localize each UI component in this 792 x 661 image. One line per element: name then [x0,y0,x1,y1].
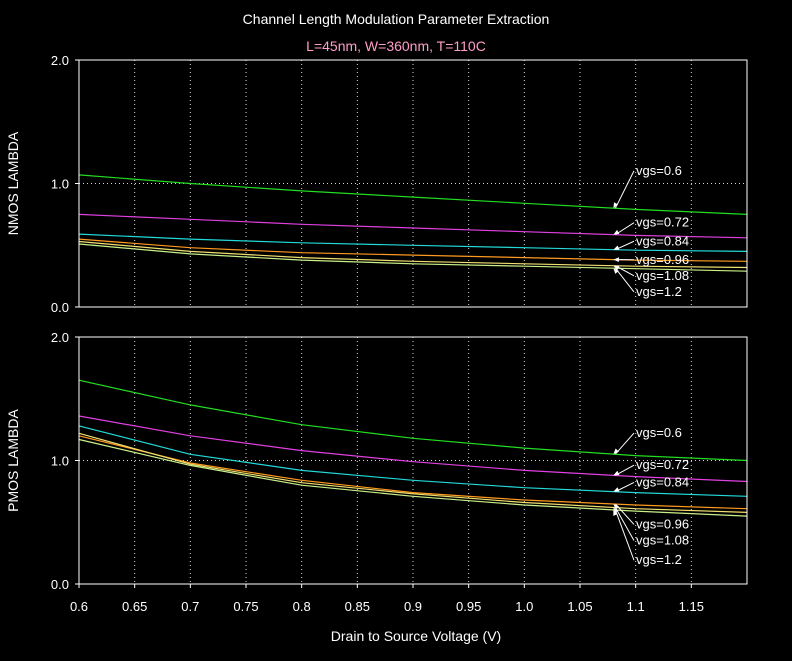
annotation-label: vgs=0.6 [636,425,682,440]
annotation-arrowhead [613,229,620,235]
annotation-arrowhead [613,257,619,262]
series-line-vgs-0-84 [78,233,748,252]
series-line-vgs-1-08 [78,432,748,513]
y-tick-label: 0.0 [51,577,69,592]
annotation-label: vgs=0.84 [636,233,689,248]
panel-nmos: 0.0 1.0 2.0 NMOS LAMBDA vgs=0.6 vgs=0.72 vgs=0… [5,53,748,315]
series-line-vgs-0-84 [78,425,748,497]
y-tick-label: 1.0 [51,454,69,469]
series-line-vgs-0-72 [78,415,748,483]
x-tick-label: 1.0 [515,599,533,614]
annotation-label: vgs=1.08 [636,532,689,547]
x-tick-label: 0.9 [404,599,422,614]
x-tick-label: 0.75 [233,599,258,614]
x-tick-label: 0.7 [181,599,199,614]
x-tick-label: 1.05 [567,599,592,614]
y-axis-label: NMOS LAMBDA [5,131,21,235]
annotation-arrowhead [613,509,618,516]
y-tick-label: 2.0 [51,330,69,345]
annotation-arrowhead [613,268,619,274]
annotation-label: vgs=0.6 [636,163,682,178]
series-line-vgs-0-72 [78,213,748,239]
series-line-vgs-0-6 [78,379,748,462]
chart-subtitle: L=45nm, W=360nm, T=110C [306,38,486,54]
x-axis-label: Drain to Source Voltage (V) [331,628,501,644]
y-tick-label: 1.0 [51,177,69,192]
x-tick-label: 1.15 [679,599,704,614]
series-line-vgs-0-96 [78,435,748,510]
annotation-label: vgs=0.72 [636,215,689,230]
annotation-arrowhead [613,202,619,209]
annotation-label: vgs=1.2 [636,284,682,299]
annotation-arrowhead [613,503,619,510]
annotation-arrow [615,503,635,525]
x-tick-label: 0.65 [122,599,147,614]
x-tick-label: 0.6 [70,599,88,614]
x-tick-label: 0.85 [345,599,370,614]
series-line-vgs-0-96 [78,238,748,262]
series-line-vgs-0-6 [78,174,748,215]
annotation-arrow [615,267,635,293]
panel-pmos: 0.0 1.0 2.0 PMOS LAMBDA vgs=0.6 vgs=0.72 vgs=0… [5,330,748,592]
series-line-vgs-1-2 [78,438,748,517]
y-tick-label: 0.0 [51,300,69,315]
annotation-arrow [614,509,635,561]
annotation-arrow [614,507,635,541]
series-line-vgs-1-2 [78,243,748,272]
annotation-label: vgs=0.84 [636,474,689,489]
annotation-arrow [615,432,635,455]
x-tick-label: 1.1 [627,599,645,614]
annotation-label: vgs=1.2 [636,552,682,567]
annotation-label: vgs=0.96 [636,516,689,531]
annotation-arrowhead [613,487,620,492]
y-tick-label: 2.0 [51,53,69,68]
x-tick-label: 0.95 [456,599,481,614]
annotation-arrowhead [613,265,620,271]
x-tick-label: 0.8 [293,599,311,614]
y-axis-label: PMOS LAMBDA [5,409,21,512]
series-line-vgs-1-08 [78,240,748,269]
annotation-arrow [614,170,635,209]
annotation-label: vgs=0.72 [636,457,689,472]
annotation-label: vgs=1.08 [636,268,689,283]
chart-title: Channel Length Modulation Parameter Extr… [243,11,550,27]
annotation-label: vgs=0.96 [636,252,689,267]
annotation-arrowhead [613,448,619,455]
annotation-arrowhead [613,470,620,476]
annotation-arrowhead [613,245,620,250]
